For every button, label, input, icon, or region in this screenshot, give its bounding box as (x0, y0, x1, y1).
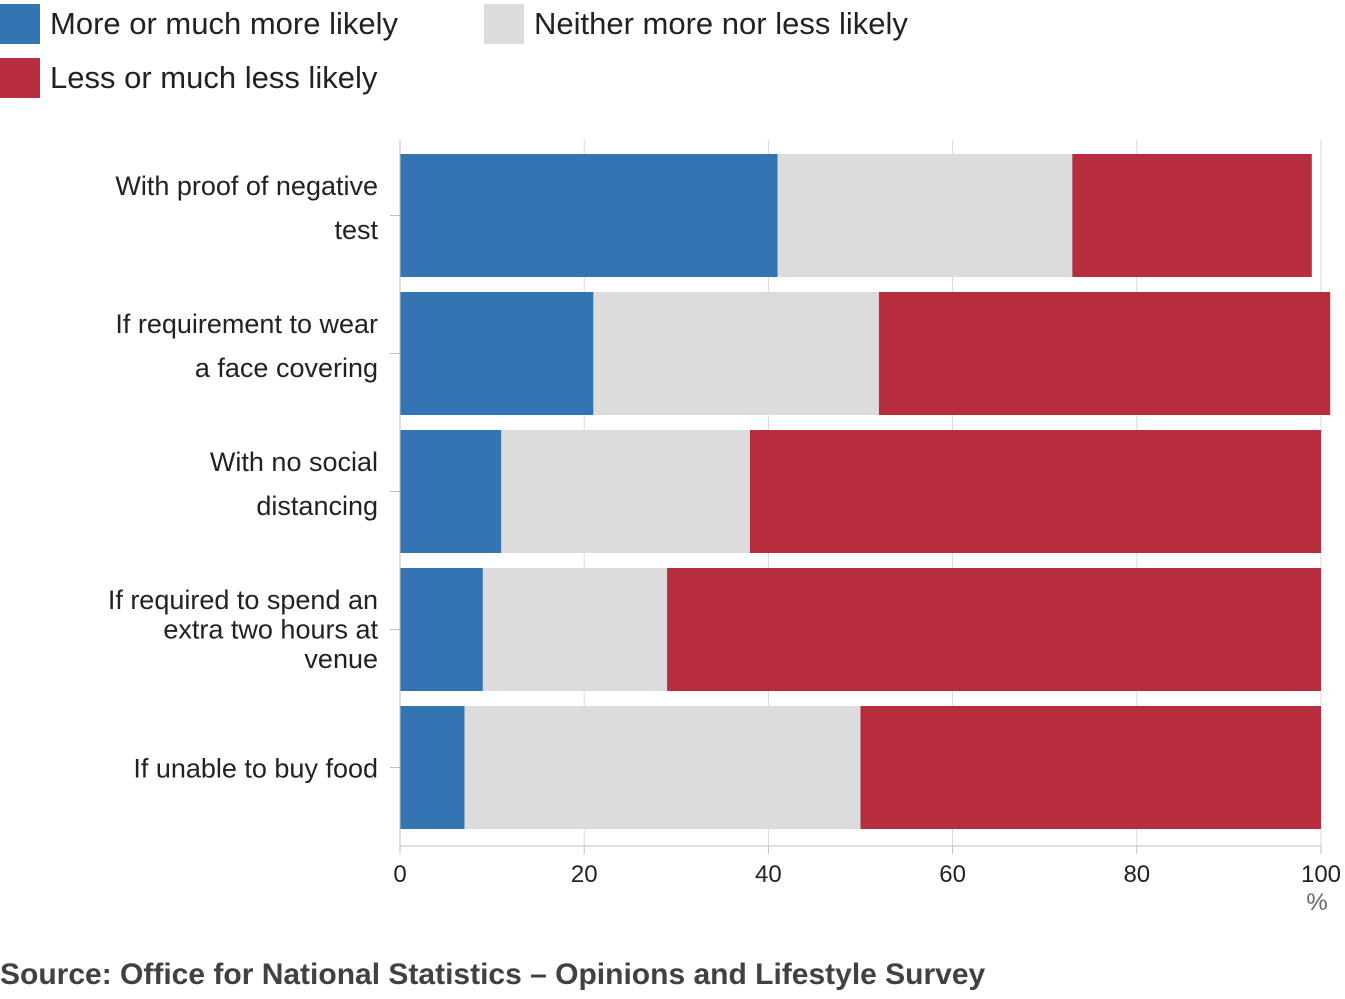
legend-item-less-likely: Less or much less likely (0, 58, 377, 98)
category-label-4-line-2: extra two hours at (163, 615, 378, 645)
legend-item-more-likely: More or much more likely (0, 4, 398, 44)
legend: More or much more likely Neither more no… (0, 0, 1345, 110)
x-tick-label-40: 40 (755, 861, 782, 888)
category-label-3-line-1: With no social (210, 447, 378, 477)
bar-4-series-1 (400, 568, 483, 691)
category-label-1-line-1: With proof of negative (115, 171, 378, 201)
legend-label-less-likely: Less or much less likely (50, 60, 378, 95)
bar-3-series-1 (400, 430, 502, 553)
source-note: Source: Office for National Statistics –… (0, 958, 986, 991)
category-label-4-line-3: venue (304, 644, 378, 674)
bar-2-series-3 (878, 292, 1331, 415)
x-tick-label-100: 100 (1301, 861, 1341, 888)
bar-5-series-2 (464, 706, 861, 829)
bar-5-series-1 (400, 706, 465, 829)
bar-1-series-1 (400, 154, 778, 277)
legend-swatch-less-likely (0, 58, 40, 98)
bar-3-series-2 (501, 430, 750, 553)
category-label-2-line-2: a face covering (195, 353, 378, 383)
x-tick-label-20: 20 (571, 861, 598, 888)
legend-label-more-likely: More or much more likely (50, 6, 398, 41)
bar-1-series-3 (1072, 154, 1312, 277)
bar-3-series-3 (749, 430, 1321, 553)
category-label-4-line-1: If required to spend an (108, 585, 378, 615)
x-tick-label-60: 60 (939, 861, 966, 888)
category-label-5-line-1: If unable to buy food (133, 754, 378, 784)
bar-5-series-3 (860, 706, 1321, 829)
category-label-2-line-1: If requirement to wear (115, 309, 378, 339)
legend-swatch-neither (484, 4, 524, 44)
bar-4-series-3 (667, 568, 1321, 691)
x-tick-label-80: 80 (1123, 861, 1150, 888)
bar-2-series-2 (593, 292, 879, 415)
bar-1-series-2 (777, 154, 1073, 277)
category-label-1-line-2: test (334, 215, 378, 245)
category-label-3-line-2: distancing (256, 491, 378, 521)
bar-2-series-1 (400, 292, 594, 415)
legend-label-neither: Neither more nor less likely (534, 6, 908, 41)
legend-swatch-more-likely (0, 4, 40, 44)
x-unit-label: % (1306, 889, 1327, 916)
stacked-bar-chart: With proof of negative test If requirement… (108, 140, 1341, 916)
bar-4-series-2 (482, 568, 668, 691)
legend-item-neither: Neither more nor less likely (484, 4, 908, 44)
x-tick-label-0: 0 (393, 861, 406, 888)
